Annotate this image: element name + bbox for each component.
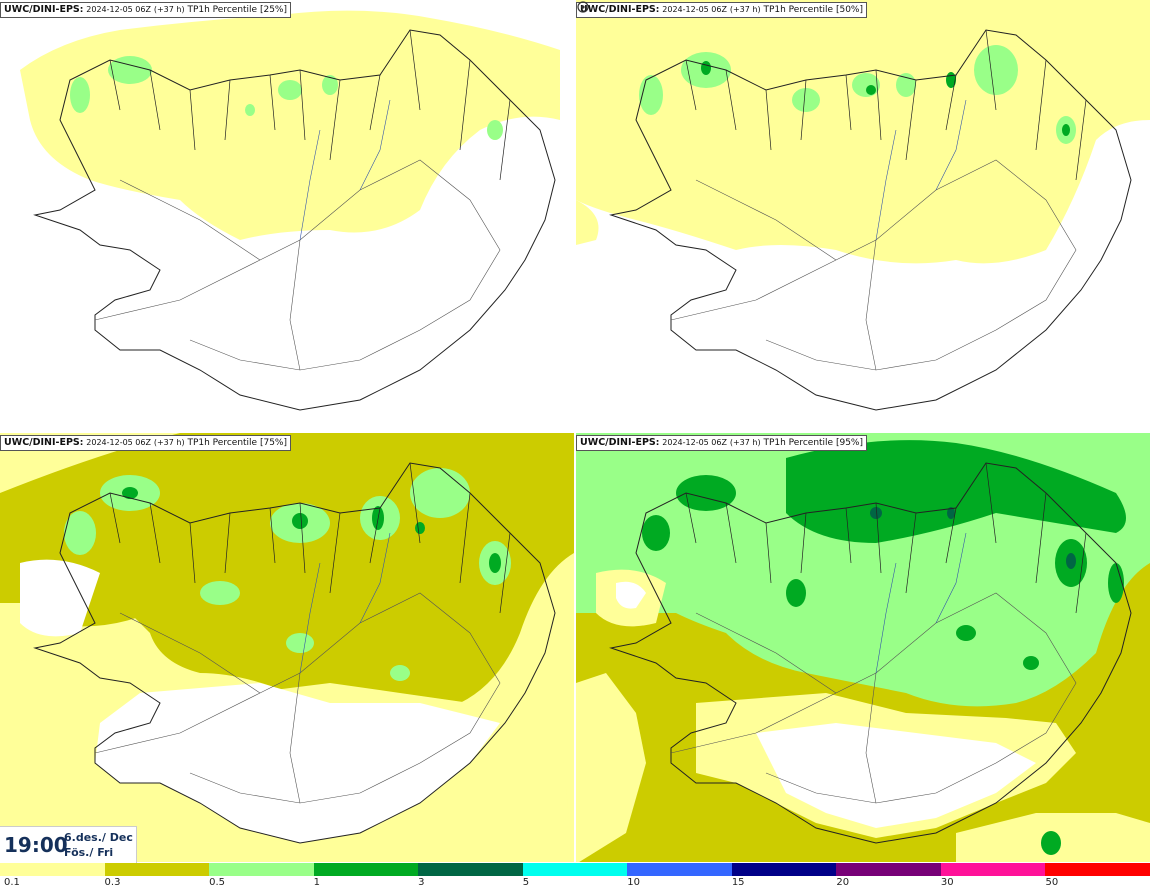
field-name: TP1h Percentile	[763, 5, 834, 15]
fjord-lines	[685, 29, 1087, 181]
map-panel-p25: UWC/DINI-EPS: 2024-12-05 06Z (+37 h) TP1…	[0, 0, 574, 431]
rivers	[875, 532, 967, 674]
field-name: TP1h Percentile	[763, 438, 834, 448]
valid-time-box: 19:00 6.des./ Dec Fös./ Fri	[0, 826, 137, 863]
color-legend: 0.1 0.3 0.5 1 3 5 10 15 20 30 50	[0, 862, 1150, 891]
legend-swatch	[104, 863, 210, 876]
legend-tick-label: 0.1	[4, 877, 20, 888]
road-network	[94, 592, 501, 804]
rivers	[875, 99, 967, 241]
legend-tick-label: 20	[836, 877, 850, 888]
shading-layer	[20, 10, 560, 240]
shading-layer	[576, 0, 1150, 264]
panel-title: UWC/DINI-EPS: 2024-12-05 06Z (+37 h) TP1…	[0, 435, 291, 451]
precip-map-p75	[0, 433, 574, 864]
coastline	[609, 29, 1132, 411]
field-name: TP1h Percentile	[187, 438, 258, 448]
run-time: 2024-12-05 06Z	[86, 438, 151, 447]
percentile-value: [50%]	[835, 5, 863, 15]
road-network	[670, 592, 1077, 804]
map-panel-p50: UWC/DINI-EPS: 2024-12-05 06Z (+37 h) TP1…	[576, 0, 1150, 431]
legend-tick-label: 3	[418, 877, 425, 888]
legend-tick-label: 10	[627, 877, 640, 888]
legend-tick-label: 0.3	[104, 877, 121, 888]
field-name: TP1h Percentile	[187, 5, 258, 15]
legend-tick-label: 0.5	[209, 877, 225, 888]
panel-title: UWC/DINI-EPS: 2024-12-05 06Z (+37 h) TP1…	[576, 435, 867, 451]
run-time: 2024-12-05 06Z	[662, 5, 727, 14]
coastline	[33, 29, 556, 411]
legend-swatch	[313, 863, 419, 876]
legend-tick-label: 30	[940, 877, 954, 888]
legend-swatch	[209, 863, 315, 876]
road-network	[94, 159, 501, 371]
run-time: 2024-12-05 06Z	[662, 438, 727, 447]
shading-layer	[0, 433, 574, 864]
run-time: 2024-12-05 06Z	[86, 5, 151, 14]
lead-time: (+37 h)	[153, 438, 185, 447]
fjord-lines	[685, 462, 1087, 614]
rivers	[299, 99, 391, 241]
percentile-value: [95%]	[835, 438, 863, 448]
legend-swatch	[418, 863, 524, 876]
legend-tick-label: 1	[313, 877, 320, 888]
model-name: UWC/DINI-EPS	[580, 437, 656, 448]
legend-swatch	[0, 863, 105, 876]
percentile-value: [75%]	[259, 438, 287, 448]
lead-time: (+37 h)	[153, 5, 185, 14]
precip-map-p50	[576, 0, 1150, 411]
fjord-lines	[109, 462, 511, 614]
valid-weekday: Fös./ Fri	[64, 846, 114, 859]
model-name: UWC/DINI-EPS	[580, 4, 656, 15]
legend-tick-label: 50	[1045, 877, 1059, 888]
legend-tick-label: 5	[522, 877, 530, 888]
legend-swatch	[731, 863, 837, 876]
model-name: UWC/DINI-EPS	[4, 4, 80, 15]
percentile-value: [25%]	[259, 5, 287, 15]
precip-map-p95	[576, 433, 1150, 864]
coastline	[609, 462, 1132, 844]
legend-swatch	[627, 863, 733, 876]
model-name: UWC/DINI-EPS	[4, 437, 80, 448]
map-panel-p95: UWC/DINI-EPS: 2024-12-05 06Z (+37 h) TP1…	[576, 433, 1150, 864]
panel-title: UWC/DINI-EPS: 2024-12-05 06Z (+37 h) TP1…	[576, 2, 867, 18]
lead-time: (+37 h)	[729, 438, 761, 447]
rivers	[299, 532, 391, 674]
horizontal-divider	[0, 431, 1150, 433]
valid-date: 6.des./ Dec	[64, 831, 133, 844]
shading-layer	[576, 433, 1150, 864]
lead-time: (+37 h)	[729, 5, 761, 14]
fjord-lines	[109, 29, 511, 181]
map-panel-p75: UWC/DINI-EPS: 2024-12-05 06Z (+37 h) TP1…	[0, 433, 574, 864]
legend-swatch	[522, 863, 628, 876]
road-network	[670, 159, 1077, 371]
panel-title: UWC/DINI-EPS: 2024-12-05 06Z (+37 h) TP1…	[0, 2, 291, 18]
legend-swatch	[940, 863, 1046, 876]
settings-dot-icon[interactable]	[576, 0, 590, 14]
legend-swatch	[836, 863, 942, 876]
valid-time: 19:00	[4, 833, 68, 857]
legend-swatch	[1045, 863, 1150, 876]
precip-map-p25	[20, 10, 560, 411]
legend-tick-label: 15	[731, 877, 745, 888]
coastline	[33, 462, 556, 844]
